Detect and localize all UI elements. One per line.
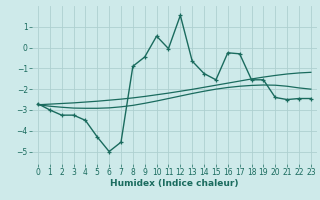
X-axis label: Humidex (Indice chaleur): Humidex (Indice chaleur)	[110, 179, 239, 188]
